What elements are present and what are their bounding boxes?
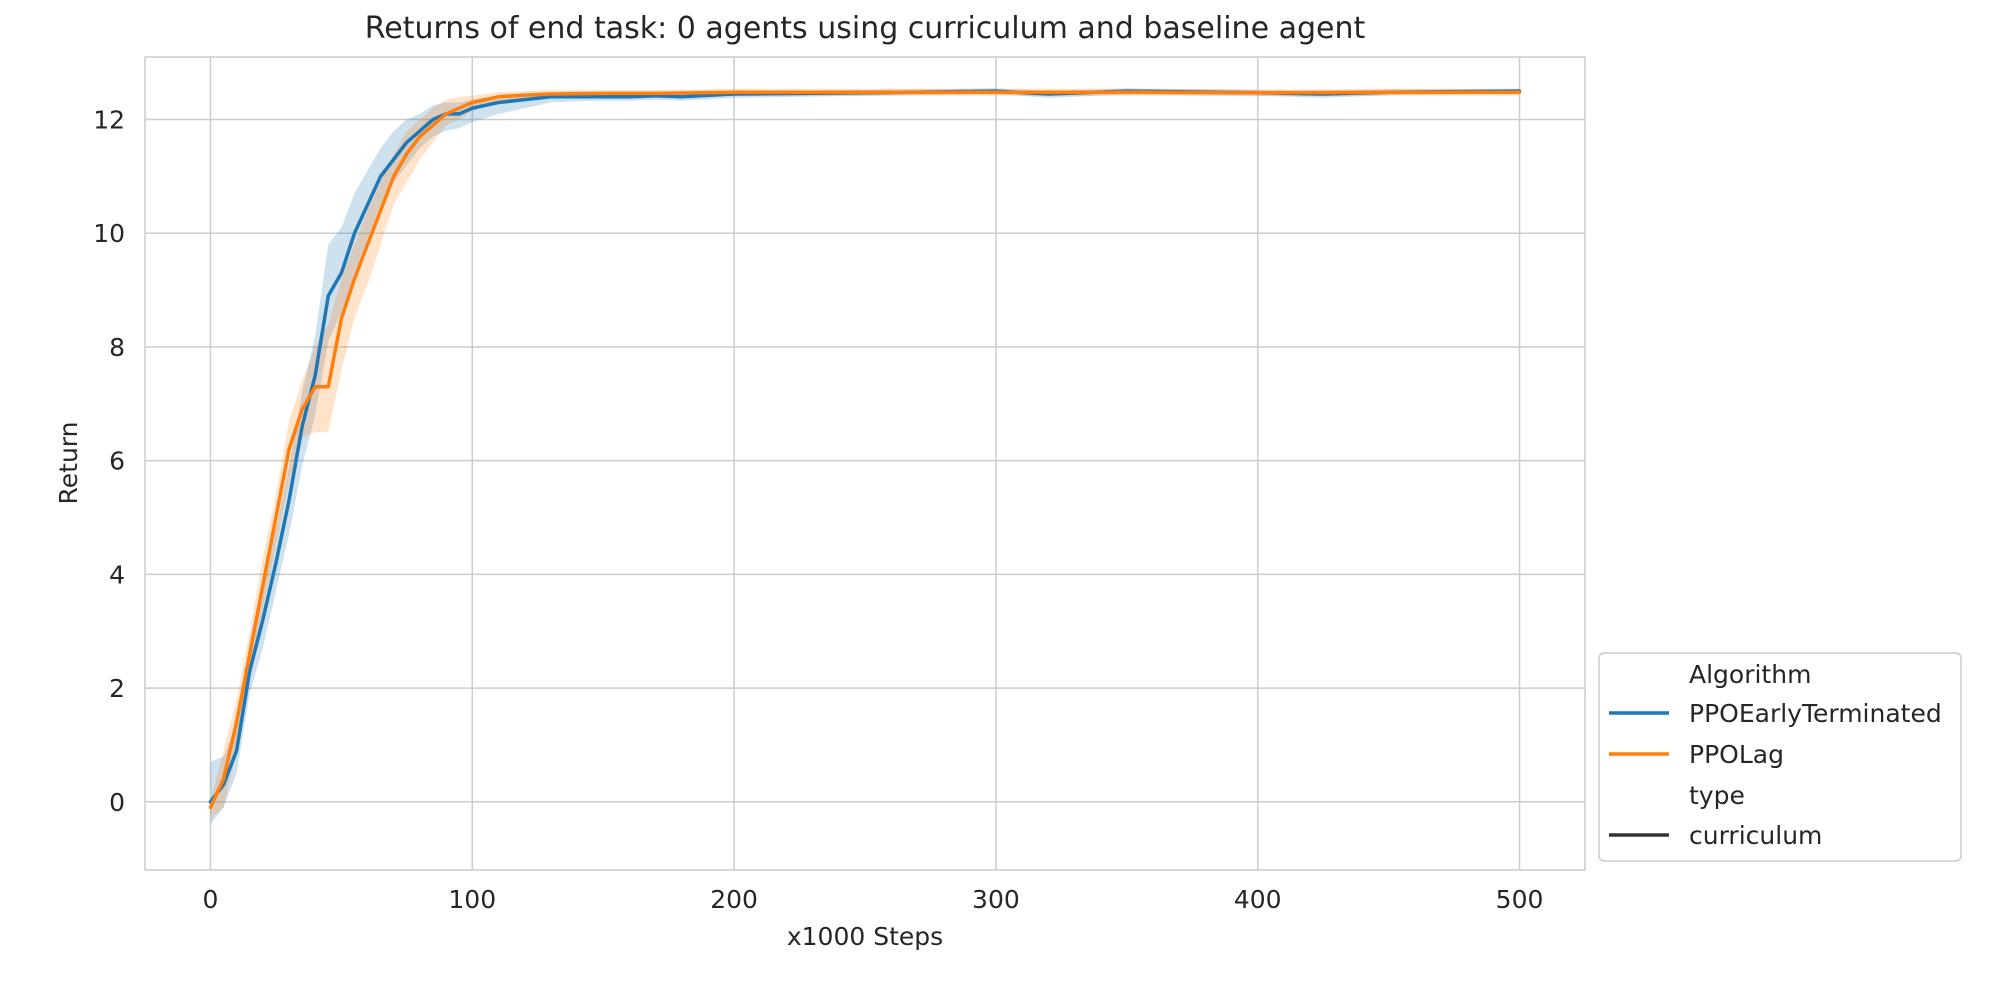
legend-label-ppolag: PPOLag: [1689, 740, 1784, 769]
y-tick-label: 10: [93, 219, 125, 248]
x-tick-label: 500: [1496, 885, 1544, 914]
chart-title: Returns of end task: 0 agents using curr…: [365, 11, 1366, 46]
legend-frame: [1598, 652, 1962, 862]
y-axis-label: Return: [54, 422, 83, 505]
y-tick-labels: 0 2 4 6 8 10 12: [93, 106, 125, 817]
x-tick-labels: 0 100 200 300 400 500: [203, 885, 1544, 914]
line-ppolag: [208, 90, 1522, 810]
x-tick-label: 0: [203, 885, 219, 914]
legend-label-curriculum: curriculum: [1689, 821, 1822, 850]
x-tick-label: 200: [710, 885, 758, 914]
y-tick-label: 12: [93, 106, 125, 135]
x-tick-label: 400: [1234, 885, 1282, 914]
y-tick-label: 2: [109, 674, 125, 703]
grid: [145, 57, 1585, 870]
confidence-bands: [210, 88, 1520, 825]
legend-label-ppoearlyterminated: PPOEarlyTerminated: [1689, 699, 1942, 728]
x-tick-label: 100: [448, 885, 496, 914]
x-axis-label: x1000 Steps: [787, 922, 943, 951]
legend-hue-title: Algorithm: [1689, 660, 1811, 689]
legend-style-title: type: [1689, 781, 1745, 810]
y-tick-label: 4: [109, 560, 125, 589]
legend: Algorithm PPOEarlyTerminated PPOLag type…: [1598, 652, 1962, 862]
band-ppolag: [210, 88, 1520, 819]
y-tick-label: 8: [109, 333, 125, 362]
y-tick-label: 6: [109, 447, 125, 476]
x-tick-label: 300: [972, 885, 1020, 914]
series-lines: [208, 89, 1522, 810]
band-ppoearlyterminated: [210, 88, 1520, 825]
plot-frame: [144, 56, 1586, 871]
line-ppoearlyterminated: [208, 89, 1522, 804]
y-tick-label: 0: [109, 788, 125, 817]
